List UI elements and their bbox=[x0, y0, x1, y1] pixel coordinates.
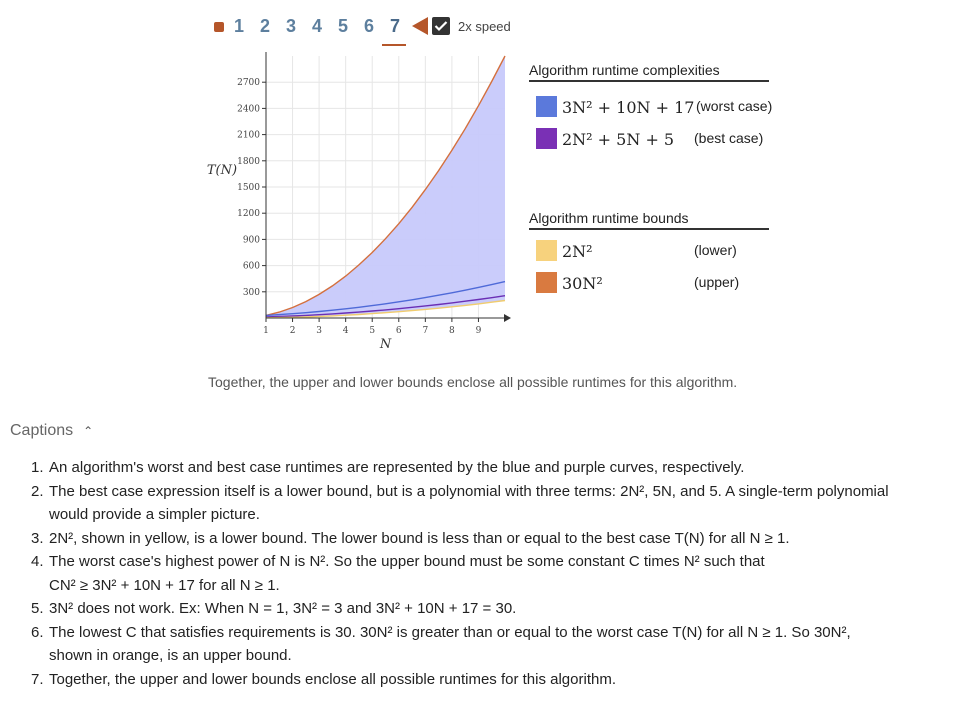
caption-text: An algorithm's worst and best case runti… bbox=[49, 459, 745, 476]
caption-text: The lowest C that satisfies requirements… bbox=[49, 623, 851, 641]
y-tick-label: 300 bbox=[243, 288, 260, 298]
y-tick-label: 2100 bbox=[237, 131, 260, 141]
caption-number: 6. bbox=[31, 623, 44, 641]
x-tick-label: 8 bbox=[449, 326, 455, 336]
lower-bound-expression: 2N² bbox=[562, 242, 593, 261]
step-button-3[interactable]: 3 bbox=[286, 15, 297, 36]
y-tick-label: 1500 bbox=[237, 183, 260, 193]
complexities-legend-title: Algorithm runtime complexities bbox=[529, 62, 769, 82]
y-tick-label: 2400 bbox=[237, 104, 260, 114]
chart-caption: Together, the upper and lower bounds enc… bbox=[208, 374, 738, 390]
caption-number: 1. bbox=[31, 459, 44, 476]
caption-item: 6. The lowest C that satisfies requiremen… bbox=[0, 621, 960, 668]
caption-text: The worst case's highest power of N is N… bbox=[49, 553, 765, 570]
upper-bound-swatch bbox=[536, 272, 557, 293]
series-line bbox=[265, 295, 506, 318]
captions-toggle[interactable]: Captions ⌃ bbox=[10, 422, 93, 440]
checkmark-icon bbox=[434, 21, 448, 32]
caption-item: 7. Together, the upper and lower bounds e… bbox=[0, 668, 960, 692]
best-case-expression: 2N² + 5N + 5 bbox=[562, 130, 675, 149]
caption-text: shown in orange, is an upper bound. bbox=[49, 647, 292, 664]
step-button-5[interactable]: 5 bbox=[338, 15, 349, 36]
bounds-legend: Algorithm runtime bounds 2N² (lower) 30N… bbox=[529, 210, 769, 296]
step-button-2[interactable]: 2 bbox=[260, 15, 271, 36]
best-case-swatch bbox=[536, 128, 557, 149]
y-tick-label: 900 bbox=[243, 235, 260, 245]
caption-item: 4. The worst case's highest power of N is… bbox=[0, 550, 960, 597]
caption-text: 2N², shown in yellow, is a lower bound. … bbox=[49, 529, 790, 547]
caption-item: 1. An algorithm's worst and best case run… bbox=[0, 456, 960, 480]
legend-item-lower-bound: 2N² (lower) bbox=[529, 240, 769, 264]
caption-text: 3N² does not work. Ex: When N = 1, 3N² =… bbox=[49, 600, 517, 617]
caption-item: 2. The best case expression itself is a l… bbox=[0, 480, 960, 527]
caption-item: 5. 3N² does not work. Ex: When N = 1, 3N²… bbox=[0, 597, 960, 621]
caption-number: 2. bbox=[31, 482, 44, 500]
x-tick-label: 5 bbox=[369, 326, 375, 336]
captions-list: 1. An algorithm's worst and best case run… bbox=[0, 456, 960, 691]
x-axis-arrow-icon bbox=[504, 314, 511, 322]
complexities-legend: Algorithm runtime complexities 3N² + 10N… bbox=[529, 62, 773, 152]
caption-number: 3. bbox=[31, 529, 44, 547]
step-button-6[interactable]: 6 bbox=[364, 15, 375, 36]
lower-bound-swatch bbox=[536, 240, 557, 261]
captions-toggle-label: Captions bbox=[10, 422, 74, 439]
worst-case-swatch bbox=[536, 96, 557, 117]
series-line bbox=[265, 55, 506, 317]
x-axis-label: N bbox=[379, 337, 392, 352]
stop-button[interactable] bbox=[214, 22, 224, 32]
x-tick-label: 7 bbox=[422, 326, 428, 336]
speed-checkbox[interactable] bbox=[432, 17, 450, 35]
caption-text: Together, the upper and lower bounds enc… bbox=[49, 670, 616, 688]
y-tick-label: 1800 bbox=[237, 157, 260, 167]
x-tick-label: 1 bbox=[263, 326, 269, 336]
caption-text: The best case expression itself is a low… bbox=[49, 482, 889, 500]
legend-item-upper-bound: 30N² (upper) bbox=[529, 272, 769, 296]
x-tick-label: 2 bbox=[290, 326, 296, 336]
caption-text: would provide a simpler picture. bbox=[49, 506, 260, 523]
y-tick-label: 600 bbox=[243, 262, 260, 272]
y-tick-label: 1200 bbox=[237, 209, 260, 219]
y-tick-label: 2700 bbox=[237, 78, 260, 88]
upper-bound-note: (upper) bbox=[694, 274, 740, 290]
x-tick-label: 6 bbox=[396, 326, 402, 336]
caption-text: CN² ≥ 3N² + 10N + 17 for all N ≥ 1. bbox=[49, 576, 280, 594]
bounds-fill-area bbox=[266, 56, 505, 318]
x-tick-label: 9 bbox=[476, 326, 482, 336]
caption-number: 5. bbox=[31, 600, 44, 617]
bounds-legend-title: Algorithm runtime bounds bbox=[529, 210, 769, 230]
lower-bound-note: (lower) bbox=[694, 242, 737, 258]
series-line bbox=[265, 280, 506, 317]
legend-item-best-case: 2N² + 5N + 5 (best case) bbox=[529, 128, 769, 152]
x-tick-label: 4 bbox=[343, 326, 349, 336]
caption-number: 7. bbox=[31, 670, 44, 688]
best-case-note: (best case) bbox=[694, 130, 764, 146]
step-button-7[interactable]: 7 bbox=[382, 16, 416, 46]
y-axis-label: T(N) bbox=[207, 163, 237, 178]
step-button-4[interactable]: 4 bbox=[312, 15, 323, 36]
series-line bbox=[265, 299, 506, 319]
worst-case-note: (worst case) bbox=[696, 98, 773, 114]
runtime-chart: 1 2 3 4 5 6 7 8 9 300 600 900 1200 1500 1800 2100 2400 27… bbox=[207, 52, 511, 352]
speed-label: 2x speed bbox=[458, 18, 511, 34]
caption-number: 4. bbox=[31, 553, 44, 570]
legend-item-worst-case: 3N² + 10N + 17 (worst case) bbox=[529, 96, 773, 120]
worst-case-expression: 3N² + 10N + 17 bbox=[562, 98, 695, 117]
x-tick-label: 3 bbox=[316, 326, 322, 336]
chevron-up-icon: ⌃ bbox=[83, 424, 94, 438]
back-arrow-icon[interactable] bbox=[412, 17, 428, 35]
caption-item: 3. 2N², shown in yellow, is a lower bound… bbox=[0, 527, 960, 551]
upper-bound-expression: 30N² bbox=[562, 274, 603, 293]
step-button-1[interactable]: 1 bbox=[234, 15, 245, 36]
